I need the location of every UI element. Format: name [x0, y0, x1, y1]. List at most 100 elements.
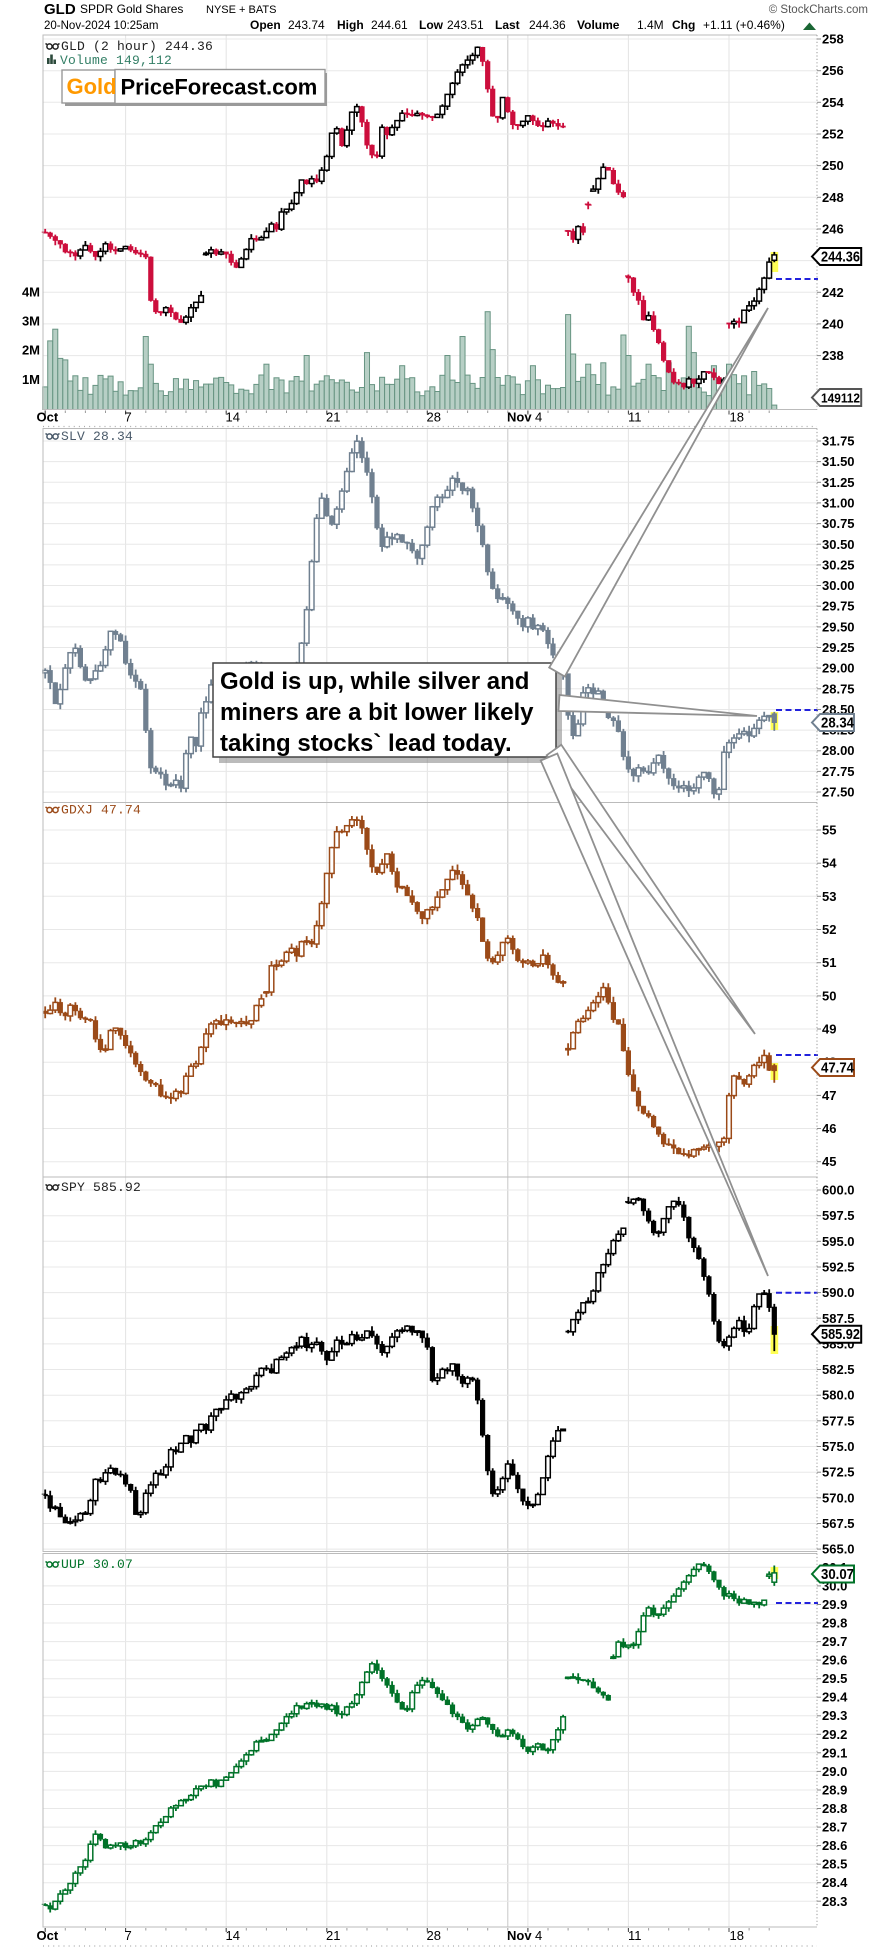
- svg-text:18: 18: [730, 410, 744, 425]
- svg-text:SLV 28.34: SLV 28.34: [61, 429, 133, 444]
- svg-text:Gold: Gold: [67, 74, 117, 99]
- svg-text:572.5: 572.5: [822, 1465, 855, 1480]
- svg-text:UUP 30.07: UUP 30.07: [61, 1557, 133, 1572]
- svg-text:20-Nov-2024 10:25am: 20-Nov-2024 10:25am: [44, 20, 158, 32]
- svg-text:11: 11: [628, 410, 642, 425]
- svg-text:50: 50: [822, 988, 836, 1003]
- svg-text:585.92: 585.92: [821, 1327, 860, 1343]
- svg-text:242: 242: [822, 285, 844, 300]
- svg-text:GLD: GLD: [44, 1, 76, 18]
- svg-text:30.50: 30.50: [822, 537, 855, 552]
- svg-text:2M: 2M: [22, 343, 40, 358]
- svg-text:Oct: Oct: [37, 410, 59, 425]
- svg-text:© StockCharts.com: © StockCharts.com: [769, 4, 868, 16]
- svg-text:SPY 585.92: SPY 585.92: [61, 1180, 141, 1195]
- svg-text:GDXJ 47.74: GDXJ 47.74: [61, 803, 141, 818]
- svg-text:1M: 1M: [22, 372, 40, 387]
- svg-text:28.75: 28.75: [822, 681, 855, 696]
- svg-text:29.6: 29.6: [822, 1653, 847, 1668]
- svg-text:577.5: 577.5: [822, 1413, 855, 1428]
- svg-text:21: 21: [326, 1928, 340, 1943]
- svg-text:31.00: 31.00: [822, 495, 855, 510]
- svg-text:SPDR Gold Shares: SPDR Gold Shares: [80, 2, 183, 16]
- svg-text:28: 28: [427, 410, 441, 425]
- svg-text:246: 246: [822, 222, 844, 237]
- svg-text:28.6: 28.6: [822, 1838, 847, 1853]
- svg-text:597.5: 597.5: [822, 1208, 855, 1223]
- svg-text:250: 250: [822, 158, 844, 173]
- svg-text:149112: 149112: [821, 392, 860, 406]
- svg-text:30.75: 30.75: [822, 516, 855, 531]
- svg-text:27.75: 27.75: [822, 764, 855, 779]
- svg-text:256: 256: [822, 63, 844, 78]
- svg-text:46: 46: [822, 1121, 836, 1136]
- svg-text:29.25: 29.25: [822, 640, 855, 655]
- svg-text:30.00: 30.00: [822, 578, 855, 593]
- svg-text:565.0: 565.0: [822, 1542, 855, 1557]
- svg-text:29.5: 29.5: [822, 1671, 847, 1686]
- svg-text:29.3: 29.3: [822, 1708, 847, 1723]
- svg-text:580.0: 580.0: [822, 1388, 855, 1403]
- svg-text:590.0: 590.0: [822, 1285, 855, 1300]
- svg-text:55: 55: [822, 823, 836, 838]
- svg-text:28.9: 28.9: [822, 1783, 847, 1798]
- svg-text:29.2: 29.2: [822, 1727, 847, 1742]
- svg-text:GLD (2 hour) 244.36: GLD (2 hour) 244.36: [61, 39, 213, 54]
- svg-text:3M: 3M: [22, 314, 40, 329]
- svg-text:Nov: Nov: [507, 1928, 532, 1943]
- svg-text:miners are a bit lower likely: miners are a bit lower likely: [220, 699, 534, 726]
- svg-text:Oct: Oct: [37, 1928, 59, 1943]
- svg-text:567.5: 567.5: [822, 1516, 855, 1531]
- svg-text:254: 254: [822, 95, 844, 110]
- svg-text:Volume 149,112: Volume 149,112: [60, 53, 172, 68]
- svg-text:29.00: 29.00: [822, 661, 855, 676]
- svg-text:45: 45: [822, 1154, 836, 1169]
- svg-text:592.5: 592.5: [822, 1260, 855, 1275]
- svg-text:258: 258: [822, 32, 844, 47]
- svg-text:28: 28: [427, 1928, 441, 1943]
- svg-text:28.8: 28.8: [822, 1801, 847, 1816]
- svg-text:29.4: 29.4: [822, 1690, 848, 1705]
- svg-text:244.36: 244.36: [821, 250, 860, 266]
- svg-text:27.50: 27.50: [822, 785, 855, 800]
- svg-text:taking stocks` lead today.: taking stocks` lead today.: [220, 730, 512, 757]
- svg-text:30.25: 30.25: [822, 557, 855, 572]
- svg-text:28.3: 28.3: [822, 1894, 847, 1909]
- svg-text:582.5: 582.5: [822, 1362, 855, 1377]
- svg-text:Nov: Nov: [507, 410, 532, 425]
- svg-text:29.1: 29.1: [822, 1745, 847, 1760]
- svg-text:7: 7: [125, 410, 132, 425]
- svg-text:600.0: 600.0: [822, 1183, 855, 1198]
- svg-text:54: 54: [822, 856, 837, 871]
- svg-text:NYSE + BATS: NYSE + BATS: [206, 4, 276, 16]
- svg-text:587.5: 587.5: [822, 1311, 855, 1326]
- svg-text:28.7: 28.7: [822, 1820, 847, 1835]
- svg-text:53: 53: [822, 889, 836, 904]
- svg-text:29.8: 29.8: [822, 1616, 847, 1631]
- svg-text:4: 4: [535, 1928, 542, 1943]
- svg-text:248: 248: [822, 190, 844, 205]
- svg-text:28.4: 28.4: [822, 1875, 848, 1890]
- svg-text:4: 4: [535, 410, 542, 425]
- svg-text:28.00: 28.00: [822, 743, 855, 758]
- svg-text:Gold is up, while silver and: Gold is up, while silver and: [220, 668, 529, 695]
- svg-text:31.75: 31.75: [822, 434, 855, 449]
- svg-text:49: 49: [822, 1022, 836, 1037]
- svg-text:29.50: 29.50: [822, 619, 855, 634]
- svg-text:51: 51: [822, 955, 836, 970]
- svg-text:14: 14: [226, 1928, 240, 1943]
- svg-text:28.34: 28.34: [821, 716, 854, 732]
- svg-text:31.50: 31.50: [822, 454, 855, 469]
- svg-text:30.07: 30.07: [821, 1567, 854, 1583]
- svg-text:595.0: 595.0: [822, 1234, 855, 1249]
- svg-text:4M: 4M: [22, 284, 40, 299]
- svg-text:570.0: 570.0: [822, 1490, 855, 1505]
- svg-text:21: 21: [326, 410, 340, 425]
- svg-text:14: 14: [226, 410, 240, 425]
- svg-text:47.74: 47.74: [821, 1061, 854, 1077]
- svg-text:31.25: 31.25: [822, 475, 855, 490]
- svg-text:29.9: 29.9: [822, 1597, 847, 1612]
- svg-text:29.7: 29.7: [822, 1634, 847, 1649]
- svg-text:29.75: 29.75: [822, 599, 855, 614]
